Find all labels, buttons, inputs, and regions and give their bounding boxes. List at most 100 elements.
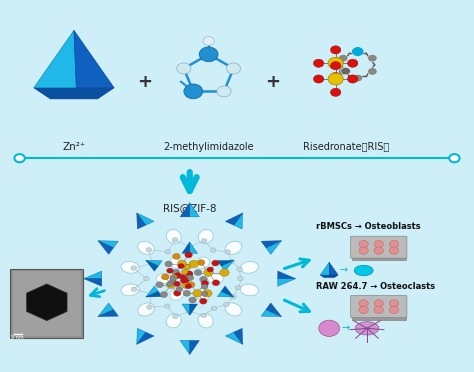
Circle shape [149, 261, 155, 266]
Circle shape [330, 88, 341, 96]
Circle shape [328, 73, 343, 85]
Text: RAW 264.7 → Osteoclasts: RAW 264.7 → Osteoclasts [317, 282, 436, 291]
Circle shape [164, 304, 170, 308]
Polygon shape [266, 241, 282, 254]
Polygon shape [84, 271, 102, 279]
Polygon shape [234, 213, 243, 229]
Ellipse shape [354, 265, 373, 276]
Circle shape [220, 269, 229, 276]
Polygon shape [320, 262, 330, 275]
Circle shape [224, 302, 229, 307]
Circle shape [146, 248, 152, 252]
Circle shape [185, 271, 193, 277]
Circle shape [201, 284, 208, 289]
Ellipse shape [196, 289, 210, 300]
Bar [10, 269, 83, 338]
Circle shape [368, 68, 377, 75]
Circle shape [180, 275, 186, 280]
Circle shape [177, 63, 191, 74]
Circle shape [207, 267, 213, 272]
FancyBboxPatch shape [351, 295, 407, 317]
Circle shape [162, 274, 169, 280]
Circle shape [328, 57, 343, 69]
Polygon shape [146, 286, 158, 297]
Circle shape [359, 240, 368, 248]
Circle shape [197, 260, 205, 266]
Bar [352, 316, 406, 320]
Polygon shape [217, 291, 234, 297]
Circle shape [187, 282, 195, 288]
Polygon shape [261, 310, 282, 317]
Ellipse shape [138, 241, 155, 254]
Circle shape [374, 306, 383, 314]
Text: Zn²⁺: Zn²⁺ [62, 141, 86, 151]
Polygon shape [278, 271, 296, 279]
Circle shape [165, 250, 171, 254]
Circle shape [449, 154, 460, 162]
Circle shape [184, 84, 203, 99]
Circle shape [165, 261, 173, 267]
Circle shape [170, 279, 176, 284]
Circle shape [194, 270, 202, 276]
Ellipse shape [240, 284, 258, 296]
Circle shape [204, 269, 213, 276]
Ellipse shape [121, 284, 139, 296]
Polygon shape [182, 242, 190, 253]
Circle shape [149, 292, 155, 296]
Polygon shape [137, 213, 146, 229]
Ellipse shape [355, 322, 379, 335]
Circle shape [201, 280, 209, 286]
Text: Risedronate（RIS）: Risedronate（RIS） [302, 141, 389, 151]
Circle shape [359, 300, 368, 307]
Circle shape [156, 282, 164, 288]
Bar [12, 271, 81, 336]
Circle shape [182, 269, 188, 275]
Circle shape [347, 59, 358, 67]
Circle shape [201, 313, 207, 318]
Circle shape [200, 298, 207, 304]
Circle shape [374, 247, 383, 254]
Circle shape [237, 267, 243, 272]
Bar [352, 257, 406, 260]
Polygon shape [225, 213, 243, 225]
Polygon shape [190, 242, 198, 253]
Polygon shape [34, 88, 114, 99]
Circle shape [338, 68, 348, 75]
Text: rBMSCs → Osteoblasts: rBMSCs → Osteoblasts [317, 222, 421, 231]
Circle shape [319, 320, 339, 336]
Circle shape [167, 268, 173, 273]
Circle shape [201, 291, 208, 296]
Polygon shape [137, 332, 154, 344]
Circle shape [352, 47, 364, 57]
Circle shape [166, 281, 176, 288]
Circle shape [176, 286, 182, 292]
FancyBboxPatch shape [351, 236, 407, 258]
Ellipse shape [225, 241, 242, 254]
Circle shape [189, 297, 196, 303]
Polygon shape [180, 203, 190, 217]
Circle shape [144, 276, 149, 281]
Circle shape [237, 276, 243, 281]
Circle shape [187, 275, 194, 280]
Text: RIS@ZIF-8: RIS@ZIF-8 [163, 203, 217, 213]
Circle shape [167, 281, 173, 286]
Text: →: → [340, 266, 348, 276]
Polygon shape [180, 340, 190, 355]
Circle shape [185, 283, 191, 289]
Ellipse shape [208, 273, 223, 284]
Circle shape [172, 238, 178, 242]
Circle shape [231, 294, 237, 299]
Circle shape [389, 247, 399, 254]
Circle shape [374, 240, 383, 248]
Circle shape [201, 238, 207, 243]
Polygon shape [98, 310, 118, 317]
Polygon shape [98, 303, 113, 317]
Circle shape [171, 275, 177, 280]
Polygon shape [221, 260, 234, 271]
Circle shape [313, 75, 324, 83]
Circle shape [177, 260, 187, 268]
Ellipse shape [198, 230, 213, 244]
Circle shape [374, 300, 383, 307]
Circle shape [330, 73, 341, 81]
Circle shape [359, 247, 368, 254]
